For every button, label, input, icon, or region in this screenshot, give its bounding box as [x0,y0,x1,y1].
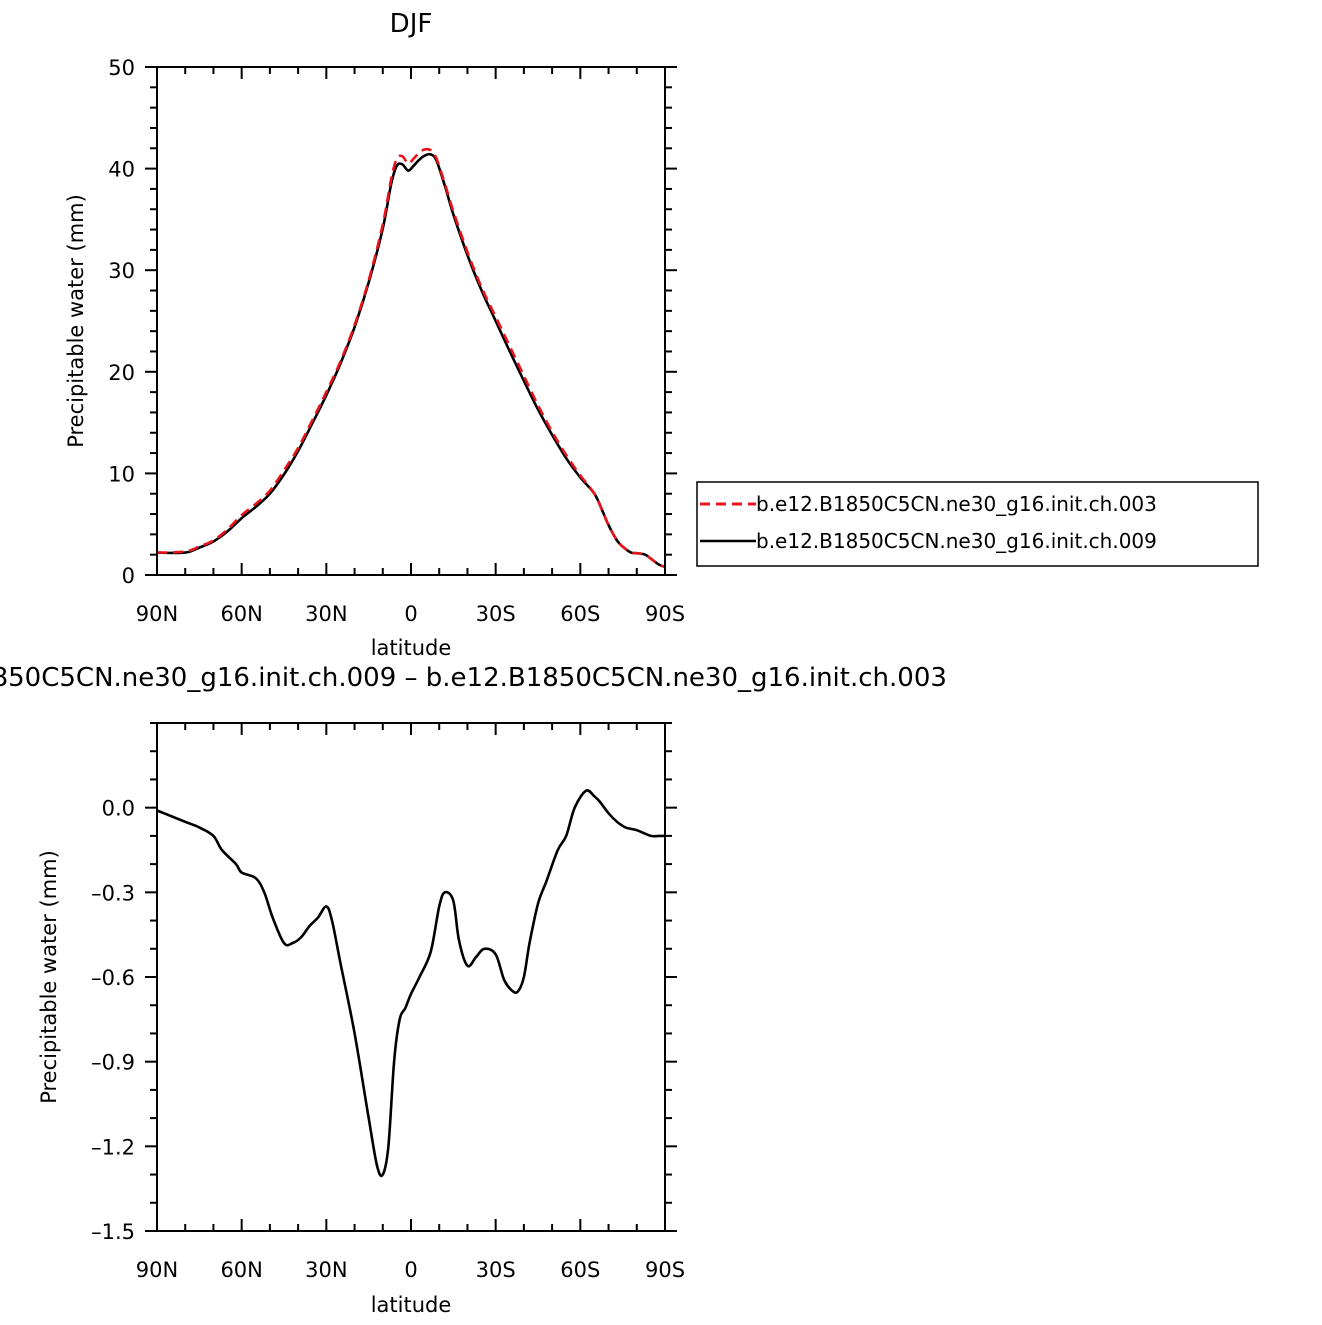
top-panel-title: DJF [390,9,433,39]
legend: b.e12.B1850C5CN.ne30_g16.init.ch.003 b.e… [696,481,1259,567]
top-x-tick-label: 90N [136,602,178,626]
legend-box [696,481,1259,567]
top-plot-area [156,147,666,569]
top-y-tick-label: 20 [108,361,135,385]
top-y-tick-label: 0 [122,564,135,588]
bottom-y-tick-label: –1.2 [91,1135,135,1159]
top-x-tick-label: 60S [560,602,600,626]
bottom-y-axis-label: Precipitable water (mm) [37,850,61,1104]
top-x-tick-label: 60N [220,602,262,626]
legend-label-009: b.e12.B1850C5CN.ne30_g16.init.ch.009 [756,529,1157,553]
top-axis-ticks: 90N 60N 30N 0 30S 60S 90S 0 10 20 30 40 50 [108,56,685,626]
top-y-tick-label: 30 [108,259,135,283]
top-x-tick-label: 0 [404,602,417,626]
bottom-y-tick-label: –0.3 [91,881,135,905]
bottom-y-tick-label: –1.5 [91,1220,135,1244]
bottom-x-axis-label: latitude [371,1293,452,1317]
bottom-axis-ticks: 90N 60N 30N 0 30S 60S 90S –1.5 –1.2 –0.9 –0.6 –0.3 0… [91,722,685,1282]
top-panel: DJF 90N 60N 30N 0 30S 60S 90S 0 10 20 30 40 50 latit… [64,9,685,660]
bottom-y-tick-label: 0.0 [102,797,135,821]
bottom-series-line-0 [156,789,665,1178]
top-x-tick-label: 90S [645,602,685,626]
top-y-tick-label: 50 [108,56,135,80]
top-series-line-0 [156,147,666,569]
bottom-x-tick-label: 60N [220,1258,262,1282]
top-x-tick-label: 30S [476,602,516,626]
bottom-x-tick-label: 60S [560,1258,600,1282]
top-y-tick-label: 10 [108,462,135,486]
bottom-x-tick-label: 90S [645,1258,685,1282]
top-x-axis-label: latitude [371,636,452,660]
top-y-tick-label: 40 [108,158,135,182]
bottom-x-tick-label: 30N [305,1258,347,1282]
top-plot-frame [156,66,666,576]
bottom-plot-frame [156,722,666,1232]
bottom-y-tick-label: –0.9 [91,1051,135,1075]
bottom-x-tick-label: 0 [404,1258,417,1282]
bottom-panel-title: b.e12.B1850C5CN.ne30_g16.init.ch.009 – b… [0,663,947,693]
bottom-x-tick-label: 30S [476,1258,516,1282]
bottom-panel: b.e12.B1850C5CN.ne30_g16.init.ch.009 – b… [0,663,947,1317]
bottom-y-tick-label: –0.6 [91,966,135,990]
bottom-x-tick-label: 90N [136,1258,178,1282]
legend-label-003: b.e12.B1850C5CN.ne30_g16.init.ch.003 [756,492,1157,516]
top-x-tick-label: 30N [305,602,347,626]
top-y-axis-label: Precipitable water (mm) [64,194,88,448]
bottom-plot-area [156,789,665,1178]
top-series-line-1 [156,152,666,569]
